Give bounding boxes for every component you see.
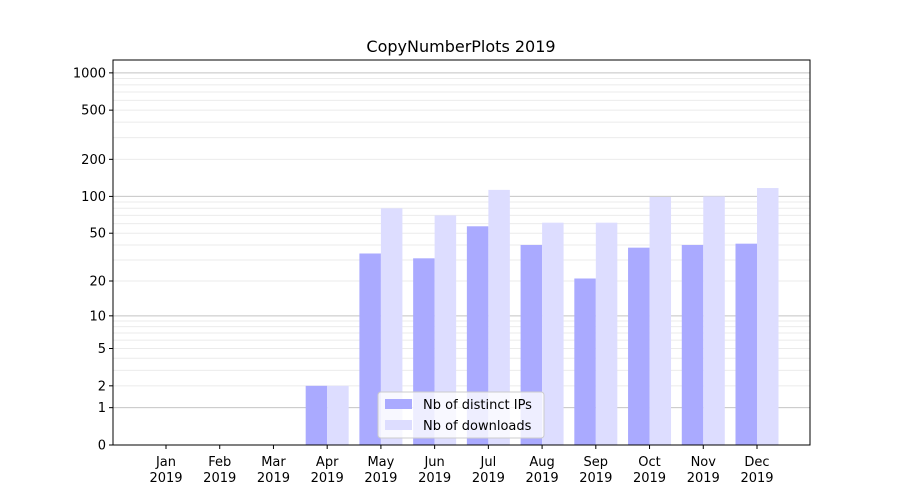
bar-ips [574,278,596,445]
bar-downloads [757,188,779,445]
bar-ips [359,253,381,445]
y-axis: 0 1 2 5 10 20 50 100 200 500 1000 [73,66,113,454]
y-tick-label: 500 [81,104,106,119]
bar-downloads [327,385,349,445]
x-tick-label: Aug 2019 [526,455,559,486]
x-tick-label: Apr 2019 [311,455,344,486]
y-tick-label: 1 [98,401,106,416]
x-tick-label: Jul 2019 [472,455,505,486]
y-tick-label: 20 [89,275,106,290]
y-tick-label: 200 [81,153,106,168]
x-tick-label: Jan 2019 [149,455,182,486]
bar-ips [305,385,328,445]
y-tick-label: 1000 [73,66,106,81]
legend-label-ips: Nb of distinct IPs [423,398,532,413]
legend: Nb of distinct IPs Nb of downloads [377,391,545,439]
legend-swatch-ips [385,399,412,409]
y-tick-label: 2 [98,379,106,394]
bar-downloads [595,222,618,445]
legend-box [377,391,545,439]
x-tick-label: Oct 2019 [633,455,666,486]
bar-downloads [380,208,403,445]
x-tick-label: Nov 2019 [687,455,720,486]
legend-swatch-downloads [385,420,412,430]
x-tick-label: Dec 2019 [740,455,773,486]
legend-label-downloads: Nb of downloads [423,419,532,434]
bar-ips [466,226,489,445]
bar-ips [735,243,757,445]
bar-ips [628,247,650,445]
bar-downloads [649,196,672,445]
x-tick-label: Jun 2019 [418,455,451,486]
y-tick-label: 100 [81,190,106,205]
bar-downloads [434,215,457,445]
bar-ips [681,244,704,445]
x-tick-label: Mar 2019 [257,455,290,486]
chart-title: CopyNumberPlots 2019 [366,37,555,56]
x-tick-label: May 2019 [364,455,397,486]
plot-frame [112,59,811,446]
x-tick-label: Feb 2019 [203,455,236,486]
bar-downloads [488,189,510,445]
bar-downloads [542,222,564,445]
bar-downloads [703,196,725,445]
y-tick-label: 5 [98,342,106,357]
y-tick-label: 50 [89,227,106,242]
x-tick-label: Sep 2019 [579,455,612,486]
y-tick-label: 0 [98,439,106,454]
x-axis: Jan 2019 Feb 2019 Mar 2019 Apr 2019 May 2019 Jun 20… [149,445,774,486]
y-tick-label: 10 [89,309,106,324]
